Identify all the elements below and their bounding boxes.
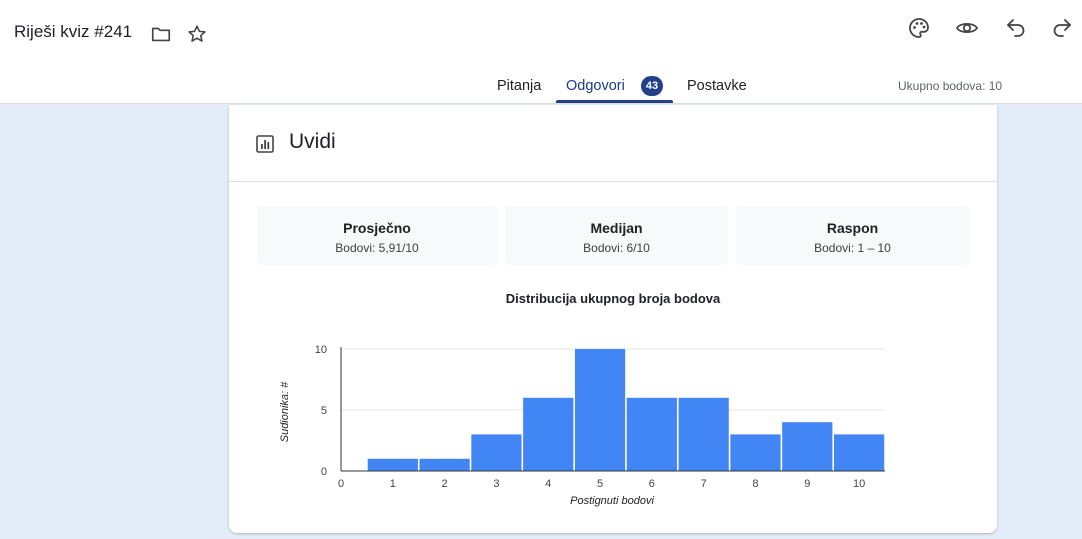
stat-median-value: Bodovi: 6/10 <box>583 241 650 255</box>
tab-pitanja[interactable]: Pitanja <box>497 78 542 94</box>
stat-range: Raspon Bodovi: 1 – 10 <box>736 206 969 265</box>
stat-average-value: Bodovi: 5,91/10 <box>335 241 419 255</box>
total-points: Ukupno bodova: 10 <box>898 79 1003 93</box>
x-tick-label: 8 <box>752 478 758 490</box>
x-axis-title: Postignuti bodovi <box>570 495 654 507</box>
bar <box>782 422 833 471</box>
stat-average: Prosječno Bodovi: 5,91/10 <box>257 206 497 265</box>
y-tick-label: 0 <box>321 466 327 478</box>
x-tick-label: 0 <box>338 478 344 490</box>
stat-average-label: Prosječno <box>343 220 411 236</box>
chart-title: Distribucija ukupnog broja bodova <box>505 291 721 306</box>
bar <box>574 349 626 471</box>
stat-median-label: Medijan <box>590 220 643 236</box>
active-tab-indicator <box>556 100 673 103</box>
divider <box>229 181 997 182</box>
x-tick-label: 10 <box>853 478 865 490</box>
bar <box>678 397 729 471</box>
folder-icon[interactable] <box>150 23 172 45</box>
score-distribution-chart: 0 5 10 0 1 2 3 4 5 6 7 8 9 10 Postignuti bodovi Sudioni… <box>279 344 885 507</box>
eye-icon[interactable] <box>955 16 979 40</box>
y-axis-title: Sudionika: # <box>279 381 291 442</box>
bar <box>730 434 781 471</box>
x-tick-label: 5 <box>597 478 603 490</box>
y-tick-label: 5 <box>321 405 327 417</box>
y-tick-label: 10 <box>315 344 327 356</box>
document-title[interactable]: Riješi kviz #241 <box>14 22 133 41</box>
insights-card: Uvidi Prosječno Bodovi: 5,91/10 Medijan … <box>229 105 997 533</box>
x-tick-label: 6 <box>649 478 655 490</box>
stat-median: Medijan Bodovi: 6/10 <box>505 206 728 265</box>
x-tick-label: 4 <box>545 478 551 490</box>
x-tick-label: 3 <box>493 478 499 490</box>
top-bar: Riješi kviz #241 Pitanja Odgovori 43 Pos… <box>0 0 1082 104</box>
redo-icon[interactable] <box>1050 16 1074 40</box>
x-tick-label: 9 <box>804 478 810 490</box>
responses-count-badge: 43 <box>641 76 663 96</box>
insights-title: Uvidi <box>289 130 336 153</box>
stat-range-value: Bodovi: 1 – 10 <box>814 241 891 255</box>
tab-postavke[interactable]: Postavke <box>687 78 747 94</box>
bar <box>471 434 522 471</box>
x-tick-label: 2 <box>442 478 448 490</box>
star-icon[interactable] <box>186 23 208 45</box>
x-tick-label: 1 <box>390 478 396 490</box>
tab-odgovori[interactable]: Odgovori <box>566 78 625 94</box>
bar <box>833 434 885 471</box>
insights-icon <box>256 135 274 153</box>
bar <box>523 397 574 471</box>
bar <box>367 458 418 471</box>
palette-icon[interactable] <box>907 16 931 40</box>
undo-icon[interactable] <box>1004 16 1028 40</box>
bar <box>626 397 677 471</box>
stat-range-label: Raspon <box>826 220 879 236</box>
bar <box>419 458 470 471</box>
x-tick-label: 7 <box>701 478 707 490</box>
